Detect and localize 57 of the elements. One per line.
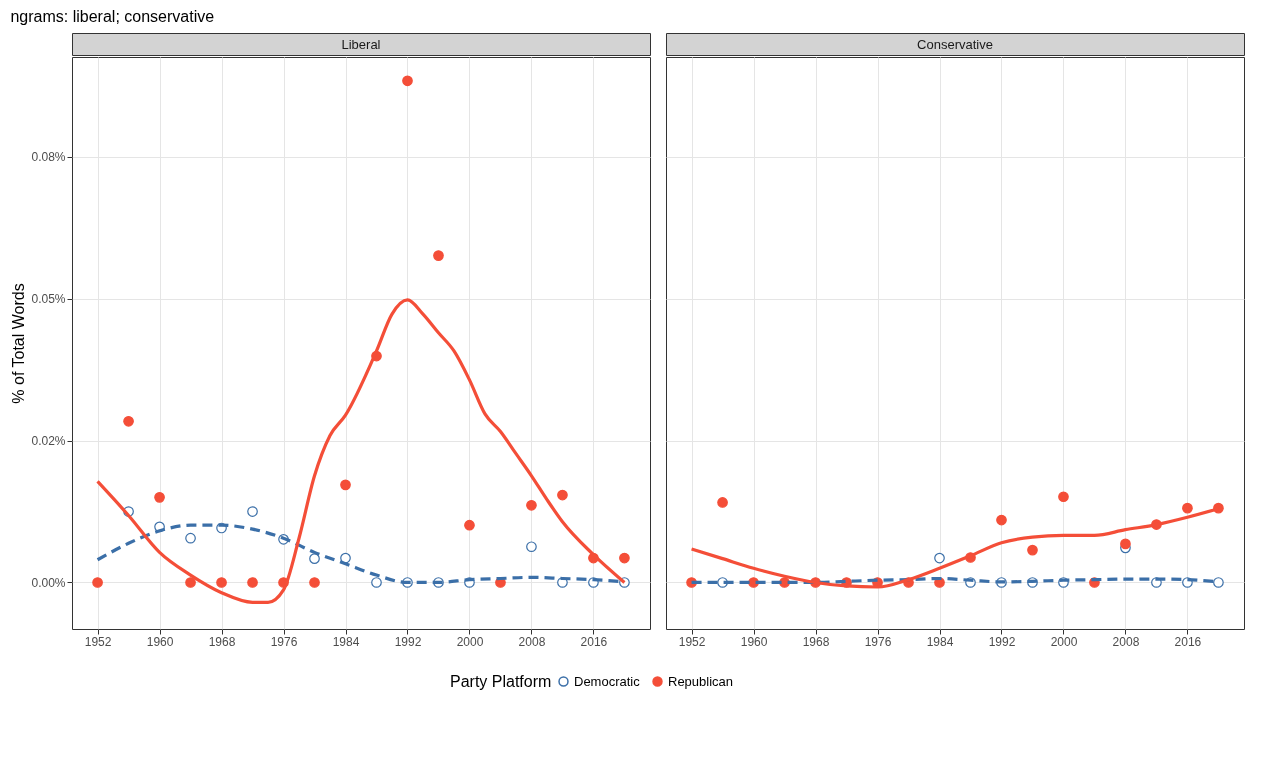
point	[92, 577, 103, 588]
legend-title: Party Platform	[450, 673, 552, 690]
x-tick-label: 1952	[84, 634, 112, 649]
y-tick-label: 0.00%	[31, 575, 66, 590]
point	[247, 577, 258, 588]
x-tick-label: 1960	[740, 634, 768, 649]
point	[123, 415, 134, 427]
x-tick-label: 1952	[678, 634, 706, 649]
y-tick-label: 0.05%	[31, 292, 66, 307]
legend-label: Republican	[668, 673, 734, 689]
x-tick-label: 1960	[146, 634, 174, 649]
point	[309, 577, 320, 588]
point	[619, 552, 630, 564]
x-tick-label: 1992	[394, 634, 422, 649]
chart-title: ngrams: liberal; conservative	[10, 7, 215, 25]
point	[340, 479, 351, 491]
legend-label: Democratic	[574, 673, 641, 689]
y-axis-title: % of Total Words	[10, 283, 28, 404]
x-tick-label: 1968	[802, 634, 830, 649]
x-tick-label: 2000	[456, 634, 484, 649]
point	[464, 519, 475, 531]
point	[557, 489, 568, 501]
point	[1213, 577, 1224, 588]
point	[371, 577, 382, 588]
point	[154, 492, 165, 503]
point	[1027, 544, 1038, 556]
point	[433, 250, 444, 261]
x-tick-label: 2016	[580, 634, 608, 649]
point	[996, 514, 1007, 526]
y-tick-label: 0.08%	[31, 150, 66, 165]
point	[717, 497, 728, 508]
x-tick-label: 2008	[518, 634, 546, 649]
point	[340, 552, 351, 564]
x-tick-label: 2016	[1174, 634, 1202, 649]
chart-subtitle: Conservative	[917, 37, 993, 52]
y-tick-label: 0.02%	[31, 434, 66, 449]
point	[1120, 538, 1131, 550]
x-tick-label: 1968	[208, 634, 236, 649]
point	[526, 541, 537, 553]
point	[216, 577, 227, 588]
x-tick-label: 2000	[1050, 634, 1078, 649]
point	[526, 499, 537, 511]
point	[309, 553, 320, 564]
x-tick-label: 1984	[332, 634, 360, 649]
x-tick-label: 1976	[270, 634, 298, 649]
x-tick-label: 1992	[988, 634, 1016, 649]
point	[1182, 502, 1193, 514]
x-tick-label: 1984	[926, 634, 954, 649]
point	[402, 75, 413, 87]
chart-subtitle: Liberal	[341, 37, 381, 52]
x-tick-label: 1976	[864, 634, 892, 649]
point	[934, 552, 945, 564]
point	[185, 577, 196, 588]
point	[247, 506, 258, 517]
x-tick-label: 2008	[1112, 634, 1140, 649]
point	[1058, 491, 1069, 503]
point	[185, 532, 196, 544]
